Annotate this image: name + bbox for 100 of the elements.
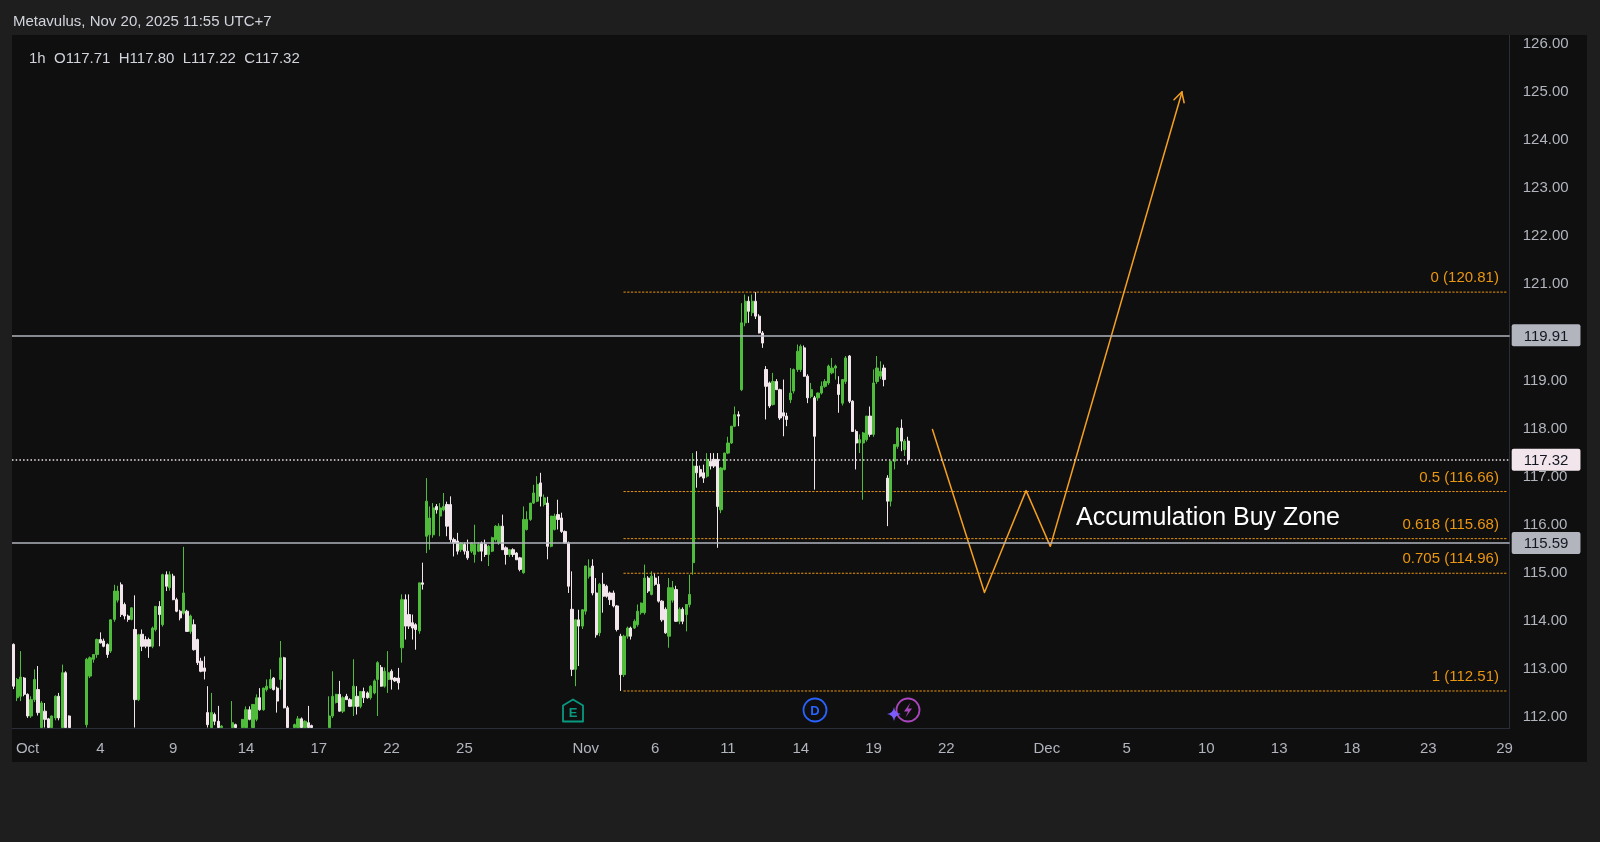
candlestick [390, 668, 393, 691]
candlestick [133, 594, 137, 729]
candlestick [480, 541, 483, 562]
candlestick [598, 582, 601, 637]
x-tick-label: 29 [1496, 739, 1513, 756]
candlestick [751, 294, 754, 317]
circle-badge-icon: D [802, 697, 828, 723]
candlestick [789, 367, 792, 404]
candlestick [647, 575, 650, 594]
candlestick [508, 549, 511, 558]
candlestick [643, 564, 646, 616]
series-label: 1 (112.51) [1431, 667, 1499, 684]
y-tick-label: 124.00 [1522, 130, 1569, 148]
candlestick [425, 477, 428, 554]
candlestick [577, 609, 580, 667]
candlestick [497, 522, 501, 546]
candlestick [296, 715, 300, 729]
x-tick-label: 22 [383, 739, 400, 756]
x-tick-label: 5 [1122, 739, 1131, 756]
y-tick-label: 117.00 [1522, 466, 1568, 484]
candlestick [868, 405, 872, 438]
candlestick [376, 660, 379, 717]
candlestick [106, 642, 109, 659]
candlestick [158, 600, 161, 647]
candlestick [231, 700, 234, 729]
candlestick [279, 640, 282, 691]
candlestick [650, 570, 653, 596]
candlestick [341, 695, 345, 714]
y-tick-label: 114.00 [1522, 610, 1568, 628]
candlestick [466, 539, 469, 561]
candlestick [348, 697, 352, 708]
x-tick-label: Nov [572, 739, 600, 756]
ref-line-label: 115.59 [1523, 534, 1569, 552]
candlestick [539, 472, 542, 507]
candlestick [692, 452, 695, 576]
x-tick-label: 22 [937, 739, 955, 756]
candlestick [217, 705, 220, 729]
candlestick [303, 719, 307, 729]
candlestick [210, 692, 213, 729]
x-tick-label: 10 [1198, 739, 1215, 756]
series-label: 0 (120.81) [1430, 268, 1499, 286]
candlestick [674, 585, 678, 623]
candlestick [550, 515, 553, 548]
x-tick-label: 9 [169, 739, 178, 756]
candlestick [300, 716, 303, 729]
x-tick-label: 4 [96, 739, 105, 756]
candlestick [546, 496, 549, 560]
annotation: D [810, 702, 820, 718]
y-tick-label: 125.00 [1522, 82, 1569, 100]
candlestick [130, 606, 133, 621]
text: 1h O117.71 H117.80 L117.22 C117.32 [29, 49, 300, 66]
y-tick-label: 119.00 [1522, 370, 1568, 388]
candlestick [206, 685, 209, 729]
candlestick [747, 295, 750, 324]
candlestick [903, 438, 906, 457]
y-tick-label: 121.00 [1522, 274, 1569, 292]
y-tick-label: 122.00 [1522, 226, 1569, 244]
x-tick-label: 17 [310, 739, 328, 756]
candlestick [95, 638, 99, 659]
y-tick-label: 115.00 [1522, 562, 1568, 580]
candlestick [12, 642, 15, 690]
series-label: 0.618 (115.68) [1402, 514, 1499, 532]
x-tick-label: 14 [237, 739, 255, 756]
candlestick [463, 542, 466, 556]
candlestick [782, 379, 785, 437]
y-tick-label: 112.00 [1522, 707, 1568, 724]
candlestick [484, 539, 487, 558]
candlestick [421, 562, 424, 591]
candlestick [185, 609, 189, 633]
candlestick [43, 702, 47, 729]
candlestick [355, 685, 359, 716]
candlestick [248, 705, 251, 721]
candlestick [189, 614, 192, 635]
candlestick [435, 503, 438, 515]
candlestick [810, 382, 813, 399]
x-tick-label: 14 [792, 739, 810, 756]
candlestick [400, 593, 404, 664]
candlestick [57, 692, 60, 721]
candlestick [85, 657, 88, 729]
candlestick [99, 631, 102, 644]
candlestick [362, 687, 365, 704]
x-tick-label: 23 [1419, 739, 1437, 756]
candlestick [556, 499, 560, 531]
y-tick-label: 118.00 [1522, 418, 1568, 436]
candlestick [165, 570, 168, 592]
x-tick-label: 11 [720, 739, 736, 756]
candlestick [511, 547, 515, 558]
candlestick [64, 670, 67, 729]
candlestick [397, 667, 400, 691]
candlestick [667, 577, 671, 649]
candlestick [220, 724, 223, 729]
candlestick [168, 570, 171, 592]
candlestick [387, 650, 390, 694]
candlestick [380, 664, 383, 688]
candlestick [900, 418, 903, 452]
series-label: 0.5 (116.66) [1419, 467, 1499, 485]
candlestick [40, 700, 43, 729]
candlestick [244, 705, 248, 729]
y-tick-label: 113.00 [1522, 658, 1568, 676]
pentagon-badge-icon: E [560, 697, 585, 723]
